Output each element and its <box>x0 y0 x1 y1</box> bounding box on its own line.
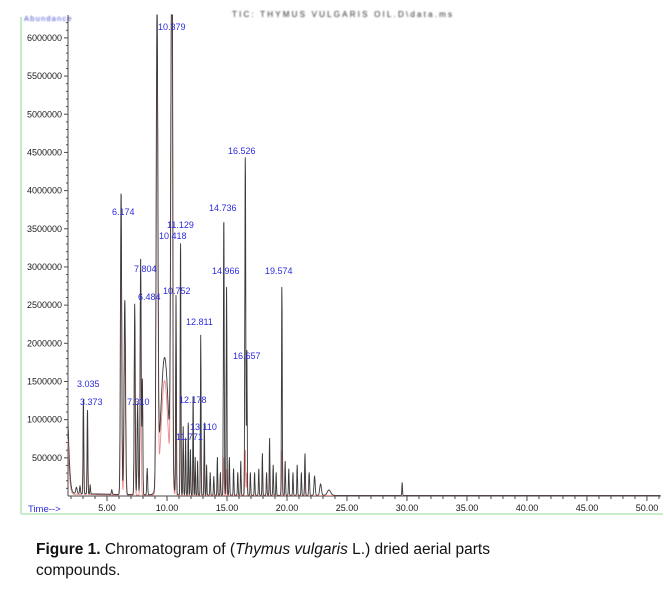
svg-text:5000000: 5000000 <box>27 109 62 119</box>
axes <box>64 15 661 501</box>
peak-label-6.174: 6.174 <box>112 207 135 217</box>
caption-text-before: Chromatogram of ( <box>100 541 235 558</box>
x-tick-labels: 5.00 10.00 15.00 20.00 25.00 30.00 35.00 40.00 4… <box>98 503 658 513</box>
peak-label-7.310: 7.310 <box>127 397 150 407</box>
svg-text:2500000: 2500000 <box>27 300 62 310</box>
figure-caption: Figure 1. Chromatogram of (Thymus vulgar… <box>36 539 508 581</box>
peak-label-11.129: 11.129 <box>167 220 194 230</box>
svg-text:1000000: 1000000 <box>27 415 62 425</box>
svg-text:40.00: 40.00 <box>516 503 539 513</box>
svg-text:35.00: 35.00 <box>456 503 479 513</box>
chromatogram-svg: Abundance TIC: THYMUS VULGARIS OIL.D\data… <box>20 10 663 515</box>
peak-label-16.657: 16.657 <box>233 351 261 361</box>
y-tick-labels: 500000 1000000 1500000 2000000 2500000 300000… <box>27 33 62 463</box>
peak-label-19.574: 19.574 <box>265 266 293 276</box>
svg-text:25.00: 25.00 <box>336 503 359 513</box>
abundance-axis-title: Abundance <box>24 14 73 23</box>
svg-text:10.00: 10.00 <box>156 503 179 513</box>
tic-header-text: TIC: THYMUS VULGARIS OIL.D\data.ms <box>232 10 454 19</box>
svg-text:45.00: 45.00 <box>576 503 599 513</box>
svg-text:3500000: 3500000 <box>27 224 62 234</box>
caption-text-after: L.) dried aerial parts compounds. <box>36 541 490 579</box>
peak-label-14.736: 14.736 <box>209 203 237 213</box>
svg-text:5.00: 5.00 <box>98 503 116 513</box>
svg-text:6000000: 6000000 <box>27 33 62 43</box>
peak-label-11.771: 11.771 <box>176 432 203 442</box>
trace-black <box>67 14 661 496</box>
svg-text:15.00: 15.00 <box>216 503 239 513</box>
peak-label-7.804: 7.804 <box>134 264 157 274</box>
svg-text:500000: 500000 <box>32 453 62 463</box>
svg-text:5500000: 5500000 <box>27 71 62 81</box>
svg-text:1500000: 1500000 <box>27 376 62 386</box>
caption-species: Thymus vulgaris <box>235 541 348 558</box>
peak-label-14.966: 14.966 <box>212 266 240 276</box>
svg-text:4500000: 4500000 <box>27 147 62 157</box>
svg-text:30.00: 30.00 <box>396 503 419 513</box>
svg-text:20.00: 20.00 <box>276 503 299 513</box>
peak-label-13.110: 13.110 <box>190 422 217 432</box>
chromatogram-figure: Abundance TIC: THYMUS VULGARIS OIL.D\data… <box>20 10 663 515</box>
peak-label-3.373: 3.373 <box>80 397 103 407</box>
peak-label-6.484: 6.484 <box>138 292 161 302</box>
peak-label-10.752: 10.752 <box>163 286 191 296</box>
peak-label-3.035: 3.035 <box>77 379 100 389</box>
peak-labels: 3.035 3.373 6.174 6.484 7.310 7.804 10.379 10.4… <box>77 22 293 442</box>
time-axis-title: Time--> <box>28 504 61 515</box>
peak-label-16.526: 16.526 <box>228 146 256 156</box>
chart-border <box>20 17 663 515</box>
peak-label-12.811: 12.811 <box>186 317 213 327</box>
svg-text:4000000: 4000000 <box>27 186 62 196</box>
peak-label-12.178: 12.178 <box>179 395 207 405</box>
svg-text:50.00: 50.00 <box>636 503 659 513</box>
svg-text:3000000: 3000000 <box>27 262 62 272</box>
peak-label-10.379: 10.379 <box>158 22 186 32</box>
peak-label-10.418: 10.418 <box>159 231 187 241</box>
svg-text:2000000: 2000000 <box>27 338 62 348</box>
caption-figure-label: Figure 1. <box>36 541 101 558</box>
